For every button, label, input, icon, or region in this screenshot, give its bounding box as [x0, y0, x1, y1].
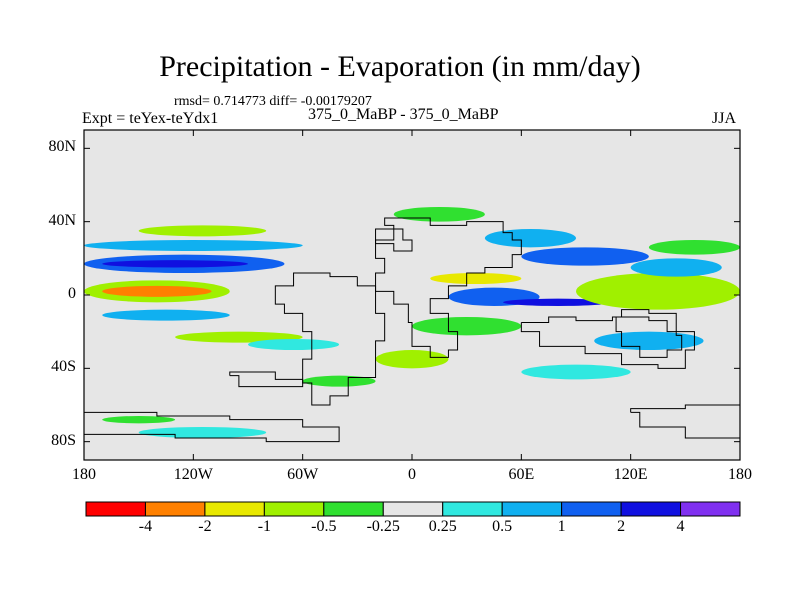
field-band [84, 240, 303, 251]
colorbar-swatch [85, 501, 146, 517]
colorbar-swatch [501, 501, 563, 517]
land-outlines [84, 217, 740, 443]
lon-tick-label: 120W [173, 466, 213, 483]
colorbar-swatch [204, 501, 265, 517]
colorbar-swatch [144, 501, 206, 517]
subtitle-label: 375_0_MaBP - 375_0_MaBP [308, 106, 499, 123]
field-band [393, 207, 485, 222]
continent-outline [520, 316, 695, 369]
field-band [102, 309, 230, 321]
field-band [503, 298, 613, 307]
colorbar-level-label: -1 [257, 518, 272, 535]
field-band [138, 225, 267, 237]
field-band [102, 285, 212, 297]
continent-outline [84, 411, 340, 443]
colorbar-swatch [442, 501, 503, 517]
lon-tick-label: 60W [287, 466, 319, 483]
field-band [576, 273, 740, 310]
colorbar-level-label: 0.5 [492, 518, 513, 535]
continent-outline [630, 404, 740, 439]
field-band [521, 247, 649, 266]
colorbar-level-label: 0.25 [428, 518, 457, 535]
field-band [521, 364, 631, 380]
colorbar-swatch [323, 501, 384, 517]
lon-tick-label: 60E [508, 466, 535, 483]
lat-tick-label: 80N [48, 138, 76, 156]
field-band [484, 229, 576, 248]
colorbar-swatch [620, 501, 682, 517]
colorbar-level-label: 4 [676, 518, 685, 535]
field-band [375, 350, 449, 369]
colorbar-swatch [263, 501, 325, 517]
field-band [102, 416, 176, 424]
field-band [102, 260, 248, 268]
lon-tick-label: 180 [72, 466, 96, 483]
continent-outline [375, 228, 413, 252]
lon-tick-label: 0 [408, 466, 416, 483]
colorbar-level-label: -2 [198, 518, 212, 535]
colorbar-level-label: 1 [557, 518, 566, 535]
chart-title: Precipitation - Evaporation (in mm/day) [159, 50, 641, 83]
season-label: JJA [712, 110, 737, 127]
colorbar-level-label: 2 [617, 518, 626, 535]
colorbar-swatch [680, 501, 741, 517]
lon-tick-label: 120E [613, 466, 648, 483]
continent-outline [229, 371, 304, 388]
continent-outline [375, 217, 522, 358]
colorbar-level-label: -0.5 [311, 518, 337, 535]
continent-outline [615, 309, 683, 358]
field-band [412, 317, 522, 336]
field-band [594, 331, 704, 351]
colorbar-swatch [561, 501, 622, 517]
field-band [630, 258, 722, 277]
field-band [138, 427, 267, 438]
colorbar-level-label: -4 [138, 518, 153, 535]
lat-tick-label: 40N [48, 211, 76, 229]
stats-label: rmsd= 0.714773 diff= -0.00179207 [174, 94, 372, 109]
lat-tick-label: 40S [51, 358, 76, 376]
lat-tick-label: 80S [51, 431, 76, 449]
lat-tick-label: 0 [68, 285, 76, 302]
field-band [247, 339, 340, 350]
colorbar-swatch [382, 501, 444, 517]
colorbar-level-label: -0.25 [366, 518, 400, 535]
field-band [430, 273, 522, 284]
field-band [302, 375, 376, 387]
field-band [648, 240, 740, 255]
experiment-label: Expt = teYex-teYdx1 [82, 110, 219, 127]
lon-tick-label: 180 [728, 466, 752, 483]
